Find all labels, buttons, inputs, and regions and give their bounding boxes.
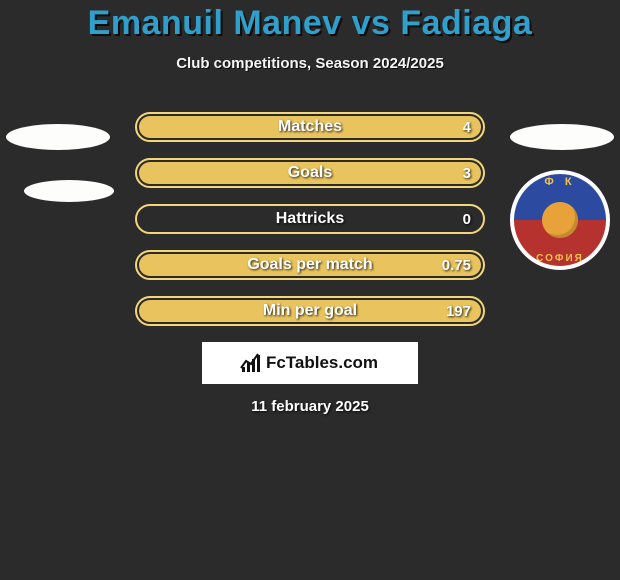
club-badge-ring bbox=[510, 170, 610, 270]
stat-row: Min per goal 197 bbox=[135, 296, 485, 326]
stat-label: Hattricks bbox=[276, 210, 344, 228]
stats-container: Matches 4 Goals 3 Hattricks 0 Goals per match 0… bbox=[135, 112, 485, 326]
stat-label: Goals bbox=[288, 164, 332, 182]
stat-row: Goals per match 0.75 bbox=[135, 250, 485, 280]
club-badge: Ф К СОФИЯ bbox=[510, 170, 610, 270]
stat-label: Goals per match bbox=[247, 256, 372, 274]
stat-row: Hattricks 0 bbox=[135, 204, 485, 234]
brand-text: FcTables.com bbox=[266, 353, 378, 373]
stat-value-right: 4 bbox=[463, 114, 471, 140]
stat-value-right: 0 bbox=[463, 206, 471, 232]
page-title: Emanuil Manev vs Fadiaga bbox=[0, 4, 620, 43]
player-left-placeholder-bottom bbox=[24, 180, 114, 202]
brand-line-icon bbox=[240, 352, 260, 372]
player-left-placeholder-top bbox=[6, 124, 110, 150]
player-right-placeholder-top bbox=[510, 124, 614, 150]
subtitle: Club competitions, Season 2024/2025 bbox=[0, 55, 620, 72]
stat-row: Matches 4 bbox=[135, 112, 485, 142]
stat-row: Goals 3 bbox=[135, 158, 485, 188]
brand-box[interactable]: FcTables.com bbox=[202, 342, 418, 384]
date-text: 11 february 2025 bbox=[0, 398, 620, 415]
stat-label: Matches bbox=[278, 118, 342, 136]
comparison-card: Emanuil Manev vs Fadiaga Club competitio… bbox=[0, 0, 620, 580]
stat-value-right: 197 bbox=[446, 298, 471, 324]
stat-value-right: 3 bbox=[463, 160, 471, 186]
stat-value-right: 0.75 bbox=[442, 252, 471, 278]
stat-label: Min per goal bbox=[263, 302, 357, 320]
